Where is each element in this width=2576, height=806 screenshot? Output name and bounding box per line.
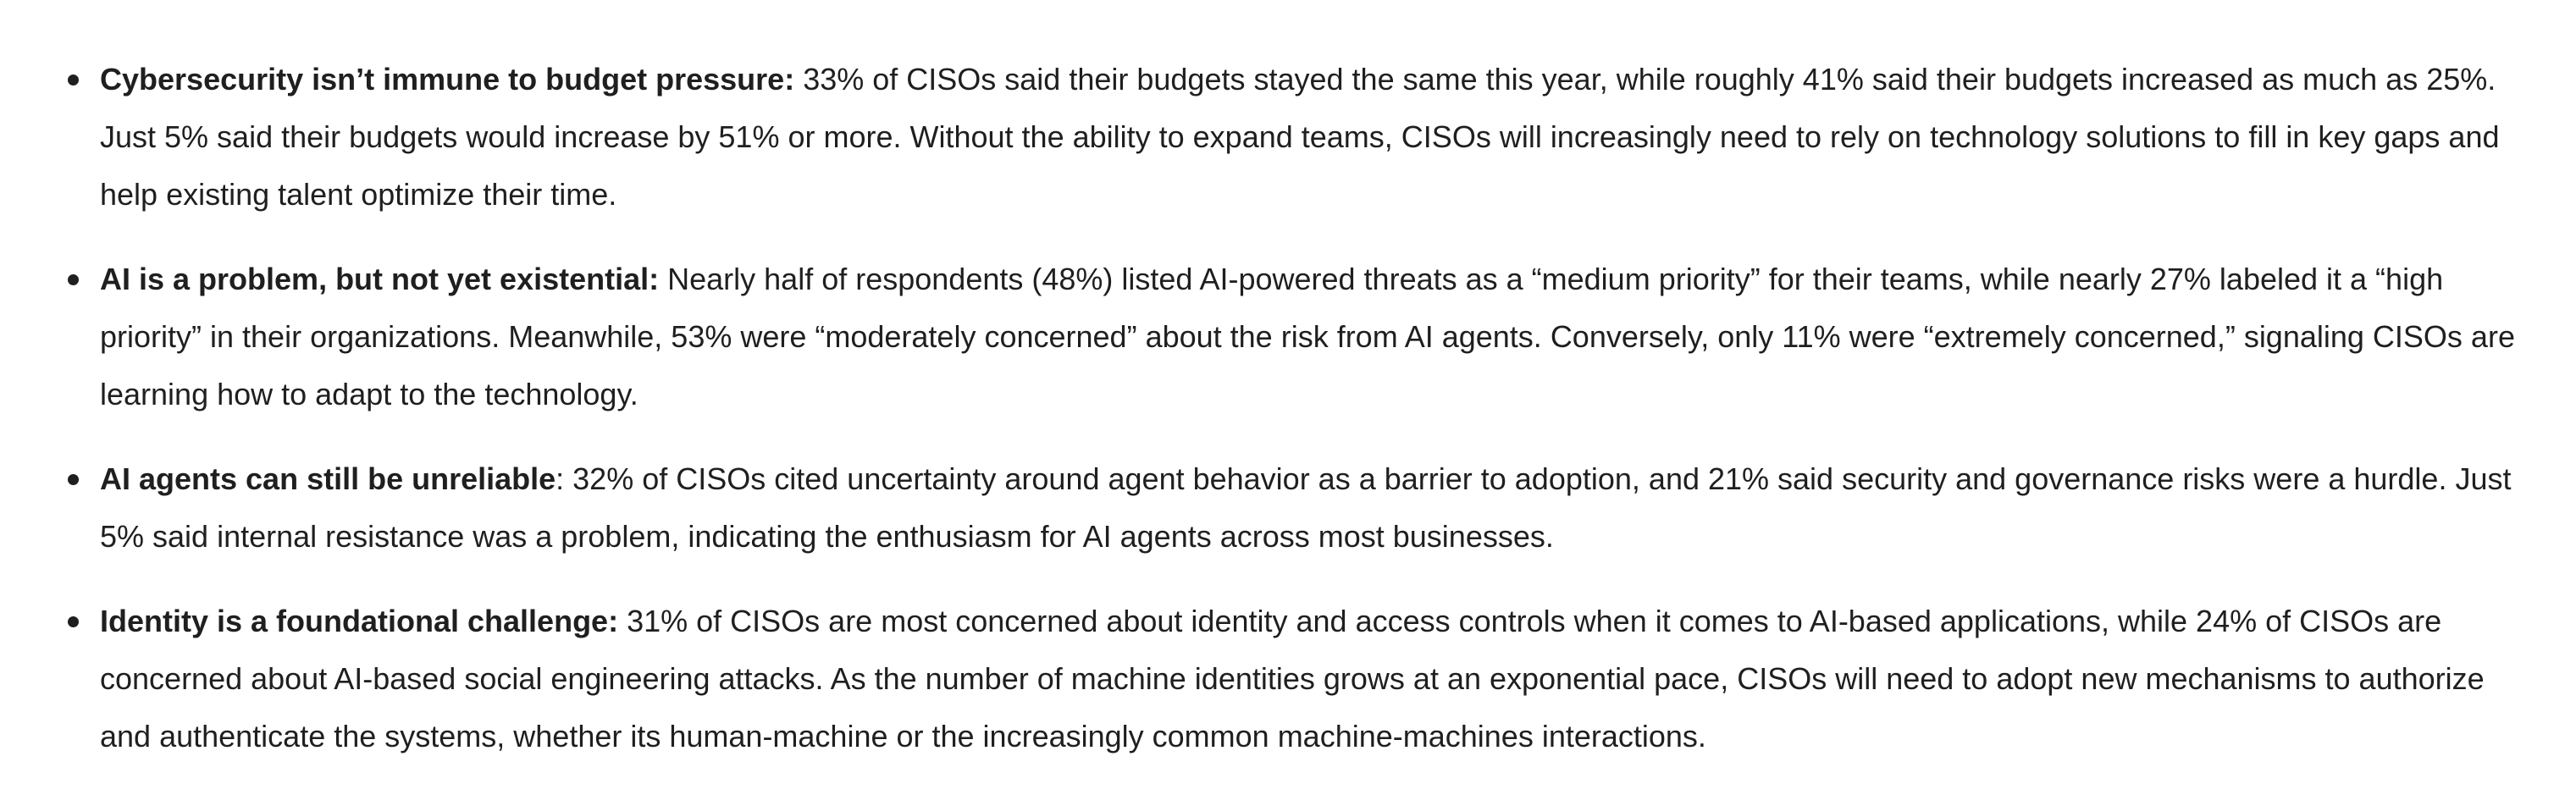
list-item-budget-pressure: Cybersecurity isn’t immune to budget pre… (68, 51, 2539, 224)
bullet-body-text: Nearly half of respondents (48%) listed … (100, 262, 2515, 411)
bullet-lead-text: Cybersecurity isn’t immune to budget pre… (100, 62, 795, 97)
bullet-body-text: : 32% of CISOs cited uncertainty around … (100, 461, 2512, 554)
bullet-body-text: 33% of CISOs said their budgets stayed t… (100, 62, 2500, 212)
list-item-ai-problem: AI is a problem, but not yet existential… (68, 251, 2539, 423)
bullet-body-text: 31% of CISOs are most concerned about id… (100, 604, 2485, 754)
bullet-lead-text: AI is a problem, but not yet existential… (100, 262, 660, 296)
bullet-lead-text: AI agents can still be unreliable (100, 461, 556, 496)
findings-list: Cybersecurity isn’t immune to budget pre… (0, 51, 2539, 765)
bullet-lead-text: Identity is a foundational challenge: (100, 604, 619, 638)
list-item-ai-agents-unreliable: AI agents can still be unreliable: 32% o… (68, 450, 2539, 566)
list-item-identity-challenge: Identity is a foundational challenge: 31… (68, 593, 2539, 765)
